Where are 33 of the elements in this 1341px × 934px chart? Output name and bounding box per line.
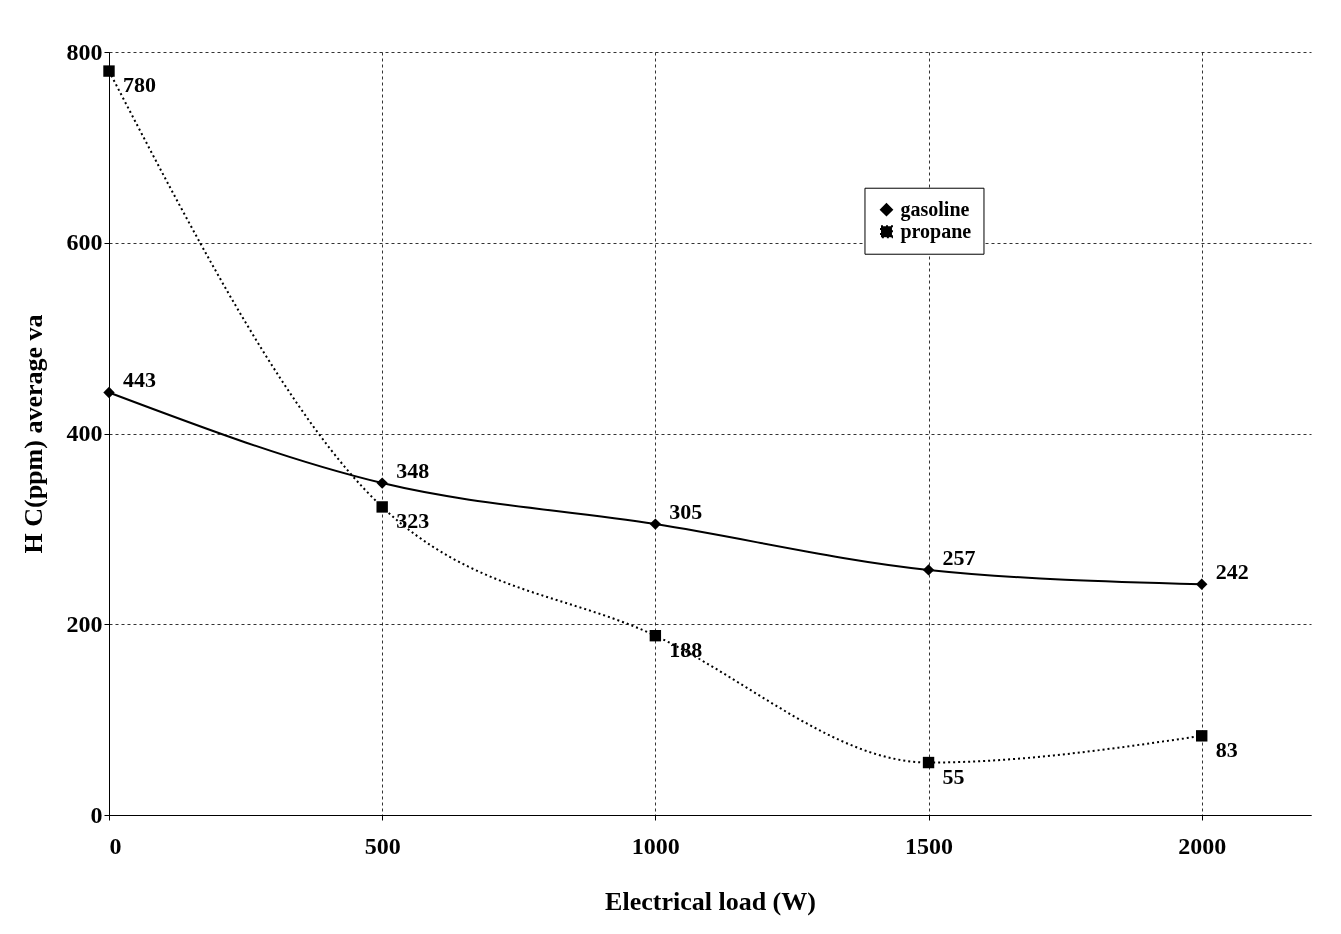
point xyxy=(649,629,662,642)
x-tick-label: 2000 xyxy=(1178,832,1227,859)
data-label: 83 xyxy=(1215,736,1238,762)
point xyxy=(649,518,662,530)
data-label: 257 xyxy=(942,544,976,570)
data-label: 242 xyxy=(1215,559,1249,585)
y-tick-label: 600 xyxy=(66,229,103,256)
point xyxy=(922,564,935,576)
point xyxy=(376,477,388,489)
data-label: 188 xyxy=(669,636,703,662)
point xyxy=(103,386,115,399)
data-label: 323 xyxy=(396,507,430,533)
y-tick-label: 400 xyxy=(66,420,103,446)
x-tick-label: 0 xyxy=(109,832,122,859)
data-label: 348 xyxy=(396,458,430,484)
point xyxy=(922,756,935,769)
y-tick-label: 0 xyxy=(90,801,103,828)
x-tick-label: 1000 xyxy=(631,832,680,859)
legend-label: gasoline xyxy=(900,197,970,221)
y-tick-label: 200 xyxy=(66,610,103,637)
x-tick-label: 1500 xyxy=(905,832,954,859)
x-axis-title: Electrical load (W) xyxy=(605,886,816,916)
point xyxy=(1196,730,1208,742)
y-tick-label: 800 xyxy=(66,38,103,65)
point xyxy=(103,65,115,77)
point xyxy=(1196,578,1208,590)
data-label: 780 xyxy=(123,72,156,98)
y-axis-title: H C(ppm) average va xyxy=(18,314,48,554)
data-label: 305 xyxy=(669,499,703,525)
point xyxy=(376,501,388,513)
data-label: 443 xyxy=(123,367,156,393)
x-tick-label: 500 xyxy=(364,832,401,859)
data-label: 55 xyxy=(942,763,965,789)
